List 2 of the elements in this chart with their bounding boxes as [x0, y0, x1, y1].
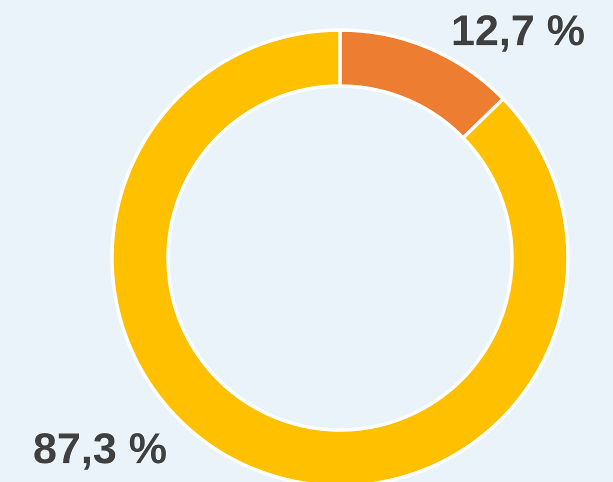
data-label: 87,3 % — [34, 433, 166, 470]
data-label: 12,7 % — [454, 15, 584, 52]
